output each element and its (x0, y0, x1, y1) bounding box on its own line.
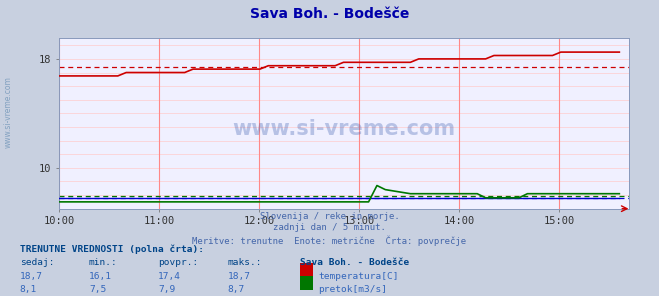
Text: Sava Boh. - Bodešče: Sava Boh. - Bodešče (250, 7, 409, 21)
Text: 18,7: 18,7 (227, 272, 250, 281)
Text: 17,4: 17,4 (158, 272, 181, 281)
Text: 16,1: 16,1 (89, 272, 112, 281)
Text: Sava Boh. - Bodešče: Sava Boh. - Bodešče (300, 258, 409, 267)
Text: min.:: min.: (89, 258, 118, 267)
Text: 7,9: 7,9 (158, 285, 175, 294)
Text: sedaj:: sedaj: (20, 258, 54, 267)
Text: temperatura[C]: temperatura[C] (318, 272, 399, 281)
Text: maks.:: maks.: (227, 258, 262, 267)
Text: www.si-vreme.com: www.si-vreme.com (233, 119, 456, 139)
Text: pretok[m3/s]: pretok[m3/s] (318, 285, 387, 294)
Text: TRENUTNE VREDNOSTI (polna črta):: TRENUTNE VREDNOSTI (polna črta): (20, 244, 204, 254)
Text: www.si-vreme.com: www.si-vreme.com (3, 77, 13, 148)
Text: 8,7: 8,7 (227, 285, 244, 294)
Text: zadnji dan / 5 minut.: zadnji dan / 5 minut. (273, 223, 386, 232)
Text: Meritve: trenutne  Enote: metrične  Črta: povprečje: Meritve: trenutne Enote: metrične Črta: … (192, 235, 467, 246)
Text: povpr.:: povpr.: (158, 258, 198, 267)
Text: 18,7: 18,7 (20, 272, 43, 281)
Text: Slovenija / reke in morje.: Slovenija / reke in morje. (260, 212, 399, 221)
Text: 8,1: 8,1 (20, 285, 37, 294)
Text: 7,5: 7,5 (89, 285, 106, 294)
